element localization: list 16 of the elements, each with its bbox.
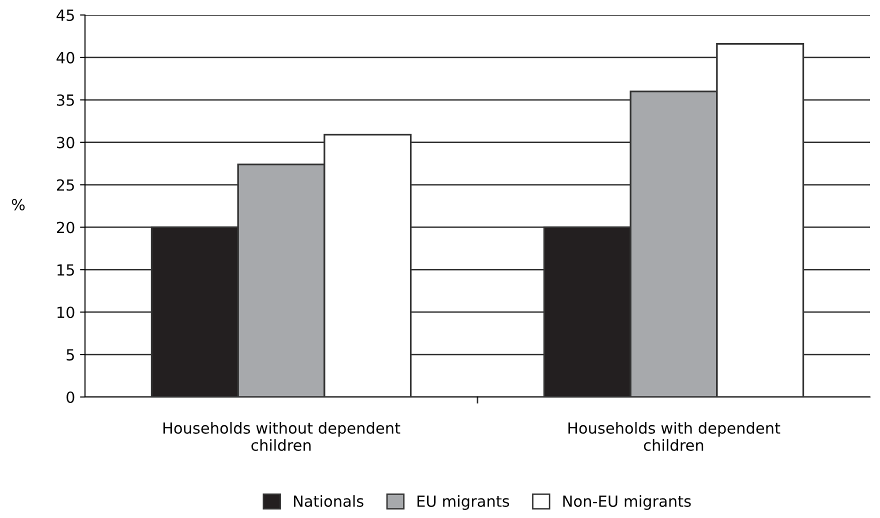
y-tick-label: 5: [66, 349, 74, 361]
y-tick-label: 45: [56, 10, 74, 22]
y-tick-label: 20: [56, 222, 74, 234]
y-tick-label: 30: [57, 136, 74, 148]
x-tick-label: Households with dependent children: [568, 422, 780, 451]
y-tick-label: 10: [58, 306, 74, 318]
x-tick-label: Households without dependent children: [163, 422, 400, 451]
y-tick-label: 25: [56, 179, 74, 191]
legend-label: Nationals: [294, 495, 364, 507]
y-axis-title: %: [12, 198, 25, 210]
y-tick-label: 40: [56, 52, 74, 64]
y-tick-label: 0: [66, 391, 74, 404]
legend-label: Non-EU migrants: [563, 495, 691, 510]
y-tick-label: 15: [58, 264, 74, 276]
legend-label: EU migrants: [418, 495, 510, 510]
y-tick-label: 35: [57, 94, 74, 106]
